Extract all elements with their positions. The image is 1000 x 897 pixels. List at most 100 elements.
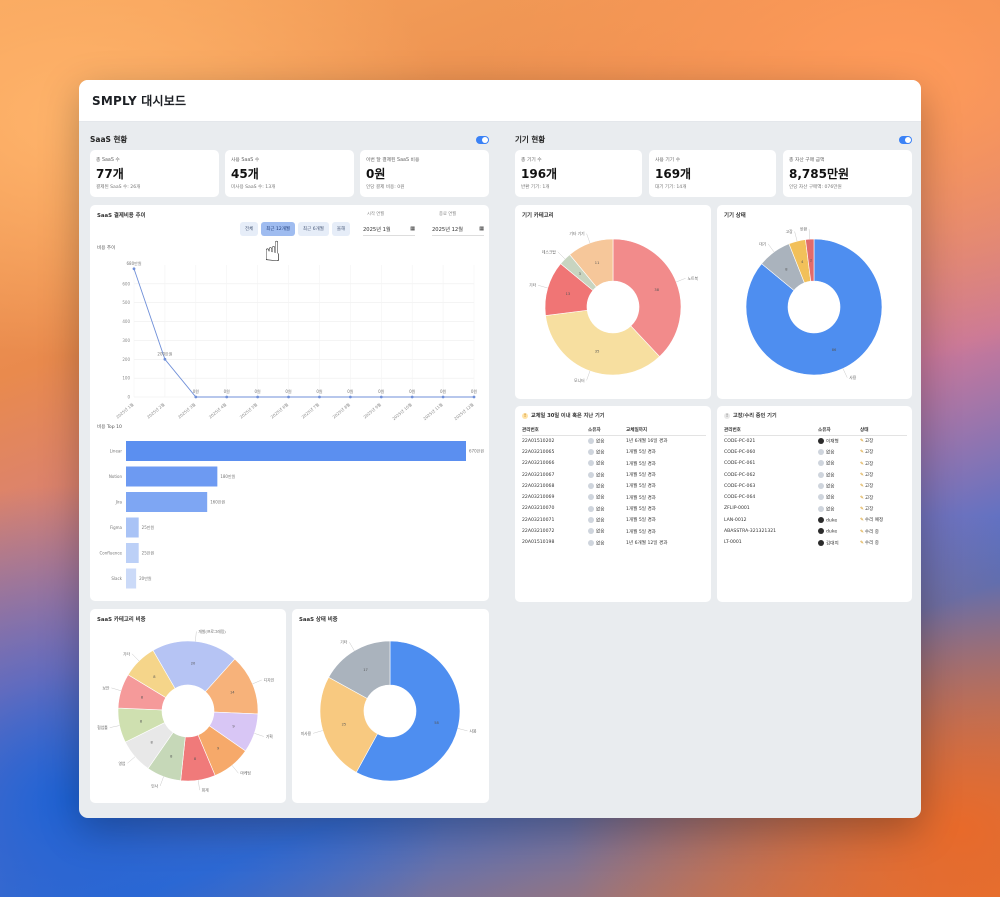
table-row[interactable]: CODE-PC-021 이재형 ✎고장 <box>724 436 907 447</box>
donut-slice[interactable] <box>328 640 391 699</box>
owner-name: 없음 <box>826 507 835 513</box>
period-button-group: 전체 최근 12개월 최근 6개월 올해 <box>240 222 351 236</box>
data-point[interactable] <box>256 395 260 399</box>
cost-bar[interactable] <box>126 466 218 487</box>
slice-label: 영업 <box>118 761 125 766</box>
cost-bar[interactable] <box>126 568 137 589</box>
owner-cell: duke <box>818 515 860 526</box>
asset-id-cell: ABASSTRA-321321321 <box>724 529 777 535</box>
table-row[interactable]: LAN-0012 duke ✎수리 예정 <box>724 515 907 526</box>
period-6m-button[interactable]: 최근 6개월 <box>298 222 329 236</box>
data-point[interactable] <box>410 395 414 399</box>
y-tick-label: 400 <box>122 319 130 324</box>
slice-value: 8 <box>170 754 173 758</box>
table-row[interactable]: CODE-PC-063 없음 ✎고장 <box>724 481 907 492</box>
data-point[interactable] <box>163 357 167 361</box>
data-point[interactable] <box>379 395 383 399</box>
period-all-button[interactable]: 전체 <box>240 222 259 236</box>
slice-label: 데스크탑 <box>542 249 556 254</box>
slice-label: 디자인 <box>264 677 275 682</box>
slice-label: 협업툴 <box>97 725 108 730</box>
donut-slice[interactable] <box>745 238 883 376</box>
cost-bar[interactable] <box>126 543 139 563</box>
slice-label: 기타 기기 <box>569 231 584 236</box>
donut-slice[interactable] <box>152 640 236 693</box>
replacement-due-cell: 1개월 5일 경과 <box>626 450 656 456</box>
slice-value: 8 <box>141 695 144 699</box>
owner-name: 없음 <box>596 529 605 535</box>
cost-bar[interactable] <box>126 517 139 538</box>
donut-slice[interactable] <box>355 640 461 782</box>
y-tick-label: 0 <box>127 395 130 400</box>
table-row[interactable]: 22A03210072 없음 1개월 5일 경과 <box>522 526 706 537</box>
data-point[interactable] <box>318 395 321 399</box>
owner-cell: 없음 <box>588 481 626 492</box>
donut-slice[interactable] <box>805 238 815 282</box>
data-point[interactable] <box>194 395 198 399</box>
owner-name: duke <box>826 529 838 535</box>
data-point[interactable] <box>441 395 445 399</box>
table-row[interactable]: CODE-PC-061 없음 ✎고장 <box>724 458 907 469</box>
cost-series-line <box>133 268 474 398</box>
stat-value: 0원 <box>366 167 386 181</box>
donut-slice[interactable] <box>545 309 660 376</box>
table-row[interactable]: 22A01510202 없음 1년 6개월 16일 경과 <box>522 436 706 447</box>
avatar-icon <box>588 471 594 478</box>
slice-label: 고장 <box>786 229 793 234</box>
table-row[interactable]: 22A03210071 없음 1개월 5일 경과 <box>522 515 706 526</box>
table-row[interactable]: CODE-PC-062 없음 ✎고장 <box>724 469 907 480</box>
data-point[interactable] <box>225 395 229 399</box>
data-point[interactable] <box>348 395 352 399</box>
end-month-field[interactable]: 2025년 12월 ▦ <box>432 226 484 236</box>
table-row[interactable]: 22A03210066 없음 1개월 5일 경과 <box>522 458 706 469</box>
avatar-icon <box>818 528 824 535</box>
status-text: 고장 <box>864 473 874 479</box>
status-text: 고장 <box>864 506 874 512</box>
stat-label: 총 SaaS 수 <box>96 158 120 163</box>
data-label: 0원 <box>347 388 354 394</box>
donut-slice[interactable] <box>612 238 682 357</box>
saas-section-toggle[interactable] <box>476 135 489 144</box>
cost-top10-chart: Linear 670만원 Notion 180만원 Jira 160만원 Figma 25만원… <box>100 441 484 589</box>
wrench-icon: ✎ <box>860 484 864 490</box>
asset-id-cell: ZFLIP-0001 <box>724 506 750 512</box>
devices-section-toggle[interactable] <box>899 135 912 144</box>
table-row[interactable]: 22A03210070 없음 1개월 5일 경과 <box>522 503 706 514</box>
donut-slice[interactable] <box>569 238 614 288</box>
y-tick-label: 100 <box>122 376 130 381</box>
leader-line <box>808 229 810 240</box>
data-point[interactable] <box>287 395 290 399</box>
y-tick-label: 500 <box>122 300 130 305</box>
cost-bar[interactable] <box>126 492 208 512</box>
stat-sub: 반환 기기: 1개 <box>521 185 550 190</box>
bar-value-label: 670만원 <box>469 448 484 454</box>
table-row[interactable]: ZFLIP-0001 없음 ✎고장 <box>724 503 907 514</box>
period-12m-button[interactable]: 최근 12개월 <box>261 222 295 236</box>
period-year-button[interactable]: 올해 <box>331 222 351 236</box>
device-status-card: 기기 상태 사용 86 대기 8 고장 4 반환 2 <box>717 205 912 399</box>
donut-slice[interactable] <box>319 676 378 773</box>
start-month-field[interactable]: 2025년 1월 ▦ <box>363 226 415 236</box>
slice-value: 8 <box>153 675 156 679</box>
table-row[interactable]: 22A03210065 없음 1개월 5일 경과 <box>522 447 706 458</box>
table-row[interactable]: 22A03210069 없음 1개월 5일 경과 <box>522 492 706 503</box>
table-row[interactable]: CODE-PC-060 없음 ✎고장 <box>724 447 907 458</box>
cost-trend-title: SaaS 결제비용 추이 <box>97 213 146 219</box>
repair-devices-card: ! 고장/수리 중인 기기 관리번호 소유자 상태 CODE-PC-021 이재형… <box>717 406 912 602</box>
data-point[interactable] <box>132 267 136 271</box>
stat-card-used-devices: 사용 기기 수 169개 대기 기기: 14개 <box>649 150 776 197</box>
cost-bar[interactable] <box>126 441 466 461</box>
window-header: SMPLY 대시보드 <box>79 80 921 122</box>
table-row[interactable]: ABASSTRA-321321321 duke ✎수리 중 <box>724 526 907 537</box>
slice-value: 3 <box>579 272 581 276</box>
donut-slice[interactable] <box>127 649 176 698</box>
table-row[interactable]: 20A01510198 없음 1년 6개월 12일 경과 <box>522 537 706 548</box>
table-row[interactable]: 22A03210068 없음 1개월 5일 경과 <box>522 481 706 492</box>
table-row[interactable]: LT-0001 김대지 ✎수리 중 <box>724 537 907 548</box>
table-header-row: 관리번호 소유자 교체일까지 <box>522 425 706 436</box>
y-tick-label: 300 <box>122 338 130 343</box>
data-point[interactable] <box>472 395 476 399</box>
table-row[interactable]: CODE-PC-064 없음 ✎고장 <box>724 492 907 503</box>
x-tick-label: 2025년 2월 <box>145 401 165 420</box>
table-row[interactable]: 22A03210067 없음 1개월 5일 경과 <box>522 469 706 480</box>
